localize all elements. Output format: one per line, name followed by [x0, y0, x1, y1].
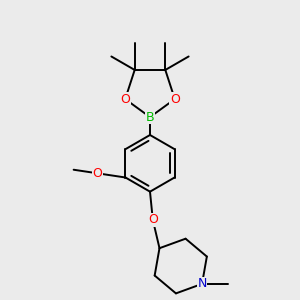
Text: O: O — [120, 93, 130, 106]
Text: N: N — [197, 278, 207, 290]
Text: B: B — [146, 111, 154, 124]
Text: O: O — [92, 167, 102, 180]
Text: O: O — [148, 213, 158, 226]
Text: O: O — [170, 93, 180, 106]
